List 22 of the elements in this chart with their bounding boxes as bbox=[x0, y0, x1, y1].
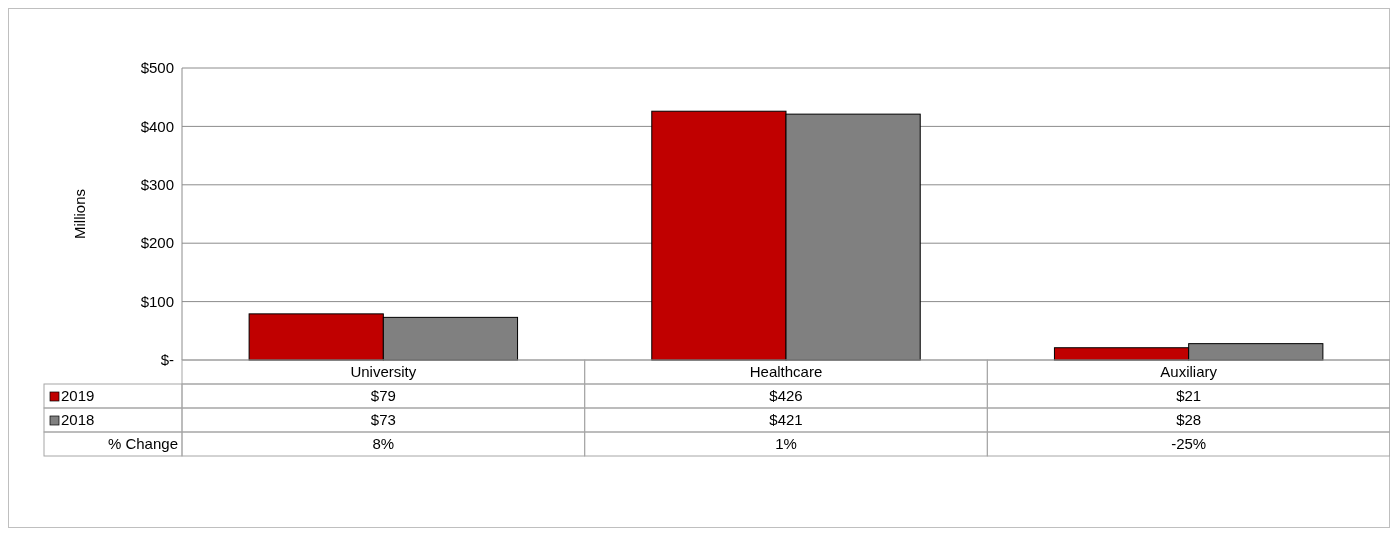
data-label: $421 bbox=[769, 411, 803, 429]
text: -25% bbox=[1171, 435, 1207, 453]
data-label: $73 bbox=[370, 411, 396, 429]
legend-label: 2018 bbox=[61, 411, 95, 429]
x-tick-label: Healthcare bbox=[749, 363, 823, 381]
x-tick-label: University bbox=[350, 363, 417, 381]
y-tick-label: $400 bbox=[140, 117, 174, 135]
x-tick-label: Auxiliary bbox=[1160, 363, 1218, 381]
data-label: $28 bbox=[1176, 411, 1202, 429]
legend-label: 2019 bbox=[61, 387, 95, 405]
text: 8% bbox=[372, 435, 395, 453]
y-tick-label: $200 bbox=[140, 234, 174, 252]
y-tick-label: $- bbox=[160, 351, 174, 369]
text: % Change bbox=[107, 435, 178, 453]
data-label: $426 bbox=[769, 387, 803, 405]
y-tick-label: $100 bbox=[140, 292, 174, 310]
data-label: $79 bbox=[370, 387, 396, 405]
y-tick-label: $300 bbox=[140, 176, 174, 194]
y-tick-label: $500 bbox=[140, 59, 174, 77]
y-axis-title: Millions bbox=[71, 188, 88, 240]
text: 1% bbox=[775, 435, 797, 453]
data-label: $21 bbox=[1176, 387, 1202, 405]
